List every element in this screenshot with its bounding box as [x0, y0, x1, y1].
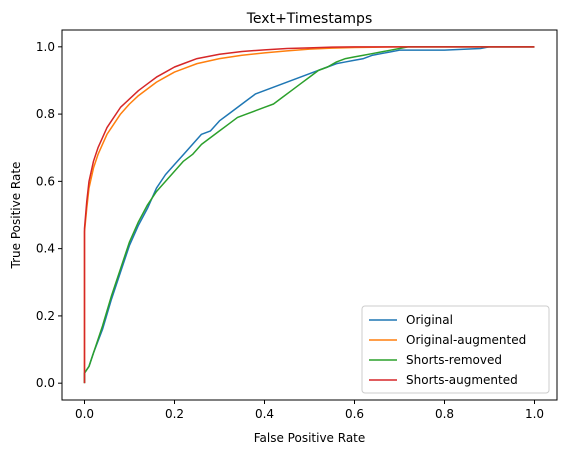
x-tick-label: 0.2 [165, 407, 184, 421]
x-tick-label: 0.8 [435, 407, 454, 421]
plot-lines [83, 46, 535, 384]
x-axis-ticks: 0.0 0.2 0.4 0.6 0.8 1.0 [75, 400, 544, 421]
x-axis-label: False Positive Rate [254, 431, 366, 445]
y-tick-label: 0.4 [36, 242, 55, 256]
x-tick-label: 0.0 [75, 407, 94, 421]
series-line-1 [83, 46, 535, 384]
y-axis-label: True Positive Rate [9, 162, 23, 270]
y-tick-label: 1.0 [36, 40, 55, 54]
axes-frame [61, 29, 558, 401]
legend-label-1: Original-augmented [406, 333, 526, 347]
series-line-3 [83, 46, 535, 384]
legend-label-2: Shorts-removed [406, 353, 502, 367]
x-tick-label: 0.4 [255, 407, 274, 421]
legend-label-0: Original [406, 313, 453, 327]
y-tick-label: 0.6 [36, 174, 55, 188]
legend-box [361, 305, 550, 394]
y-tick-label: 0.8 [36, 107, 55, 121]
legend: Original Original-augmented Shorts-removed… [361, 305, 550, 394]
x-tick-label: 1.0 [525, 407, 544, 421]
series-line-2 [83, 46, 535, 384]
x-tick-label: 0.6 [345, 407, 364, 421]
chart-title: Text+Timestamps [246, 11, 373, 27]
y-tick-label: 0.0 [36, 376, 55, 390]
series-line-0 [83, 46, 535, 384]
y-axis-ticks: 0.0 0.2 0.4 0.6 0.8 1.0 [36, 40, 62, 390]
y-tick-label: 0.2 [36, 309, 55, 323]
legend-label-3: Shorts-augmented [406, 373, 518, 387]
